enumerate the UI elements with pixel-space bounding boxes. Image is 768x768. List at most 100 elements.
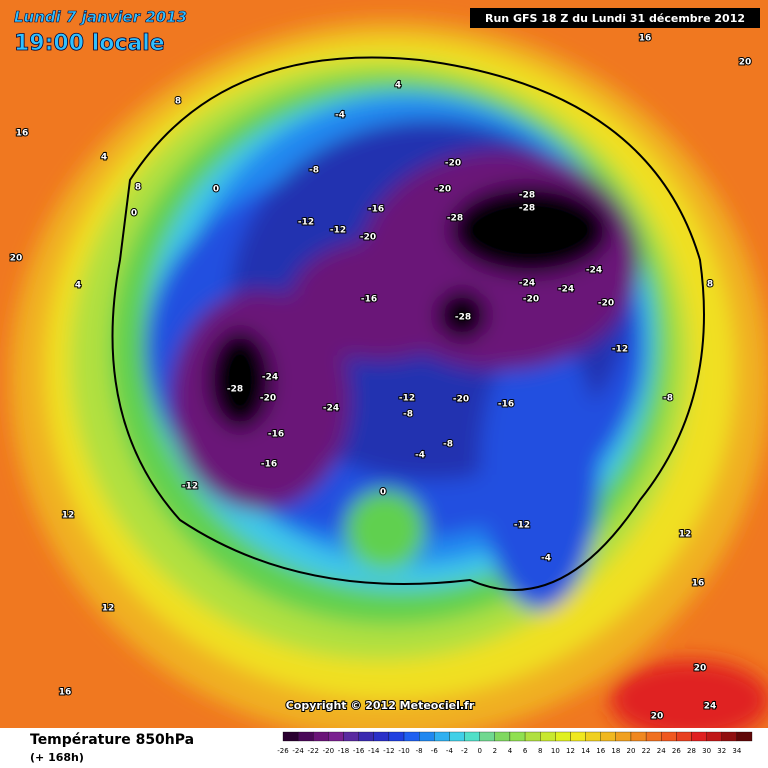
contour-label: 20 (651, 712, 664, 722)
contour-label: -12 (182, 482, 198, 492)
legend-label: -26 (277, 747, 289, 755)
contour-label: -28 (227, 385, 243, 395)
legend-label: 26 (672, 747, 681, 755)
contour-label: -24 (558, 285, 574, 295)
legend-swatch (282, 731, 299, 742)
legend-label: -8 (416, 747, 423, 755)
date: Lundi 7 janvier 2013 (14, 8, 187, 26)
legend-label: -2 (461, 747, 468, 755)
legend-swatch (661, 731, 677, 742)
contour-label: -20 (523, 295, 539, 305)
legend-swatch (479, 731, 495, 742)
legend-swatch (449, 731, 465, 742)
contour-label: -24 (323, 404, 339, 414)
legend-label: -16 (353, 747, 365, 755)
contour-label: -20 (435, 185, 451, 195)
contour-label: -16 (361, 295, 377, 305)
legend-swatch (343, 731, 359, 742)
legend-swatch (645, 731, 662, 742)
legend-swatch (328, 731, 344, 742)
legend-label: 24 (657, 747, 666, 755)
legend-label: 6 (523, 747, 528, 755)
contour-label: -20 (598, 299, 614, 309)
contour-label: -20 (453, 395, 469, 405)
contour-label: -12 (399, 394, 415, 404)
legend-swatch (524, 731, 541, 742)
contour-label: -12 (330, 226, 346, 236)
contour-label: -4 (335, 111, 345, 121)
contour-label: -20 (260, 394, 276, 404)
legend-swatch (600, 731, 616, 742)
legend-swatch (494, 731, 511, 742)
legend-label: 28 (687, 747, 696, 755)
legend-label: 16 (596, 747, 605, 755)
legend-label: -4 (446, 747, 454, 755)
legend-swatch (297, 731, 314, 742)
contour-label: 0 (131, 209, 137, 219)
legend-label: -24 (292, 747, 304, 755)
legend-label: -20 (323, 747, 334, 755)
legend-swatch (388, 731, 405, 742)
contour-label: 16 (59, 688, 72, 698)
contour-label: 12 (102, 604, 115, 614)
footer-lead: (+ 168h) (30, 751, 84, 764)
contour-label: -4 (541, 554, 551, 564)
contour-label: -12 (298, 218, 314, 228)
contour-label: 4 (101, 153, 107, 163)
legend-swatch (373, 731, 390, 742)
legend-swatch (721, 731, 738, 742)
contour-label: 16 (639, 34, 652, 44)
contour-label: -28 (519, 191, 535, 201)
legend-label: 20 (627, 747, 636, 755)
contour-label: -28 (447, 214, 463, 224)
contour-label: 12 (62, 511, 75, 521)
legend-swatch (419, 731, 435, 742)
legend-label: -10 (398, 747, 409, 755)
legend-label: 10 (551, 747, 560, 755)
contour-label: -28 (519, 204, 535, 214)
legend-label: 2 (493, 747, 497, 755)
contour-label: 0 (380, 488, 386, 498)
legend-swatch (403, 731, 420, 742)
legend-swatch (540, 731, 556, 742)
legend-swatch (736, 731, 753, 742)
contour-label: -24 (519, 279, 535, 289)
contour-label: 16 (16, 129, 29, 139)
contour-label: 0 (213, 185, 219, 195)
legend-swatch (434, 731, 450, 742)
legend-swatch (630, 731, 647, 742)
legend-label: -6 (431, 747, 439, 755)
legend-label: 30 (702, 747, 711, 755)
legend-label: 32 (717, 747, 726, 755)
contour-label: 4 (75, 281, 81, 291)
contour-label: -12 (514, 521, 530, 531)
run-box (470, 8, 760, 28)
footer-title: Température 850hPa (30, 732, 194, 748)
legend-swatch (313, 731, 329, 742)
contour-label: -12 (612, 345, 628, 355)
legend-swatch (615, 731, 632, 742)
contour-label: 20 (694, 664, 707, 674)
legend-label: 4 (508, 747, 513, 755)
contour-label: -16 (498, 400, 514, 410)
contour-label: -8 (663, 394, 673, 404)
legend-label: 34 (732, 747, 741, 755)
contour-label: -24 (262, 373, 278, 383)
contour-label: -20 (445, 159, 461, 169)
contour-label: -16 (261, 460, 277, 470)
contour-label: 20 (10, 254, 23, 264)
legend-swatch (585, 731, 601, 742)
contour-label: -16 (368, 205, 384, 215)
contour-label: 12 (679, 530, 692, 540)
contour-label: -8 (403, 410, 413, 420)
legend-swatch (570, 731, 586, 742)
legend-swatch (706, 731, 722, 742)
legend-label: -18 (338, 747, 349, 755)
legend-swatch (358, 731, 374, 742)
contour-label: 8 (135, 183, 141, 193)
legend-label: 18 (611, 747, 620, 755)
contour-label: 4 (395, 81, 401, 91)
temperature-field (0, 0, 768, 740)
legend-label: 12 (566, 747, 575, 755)
